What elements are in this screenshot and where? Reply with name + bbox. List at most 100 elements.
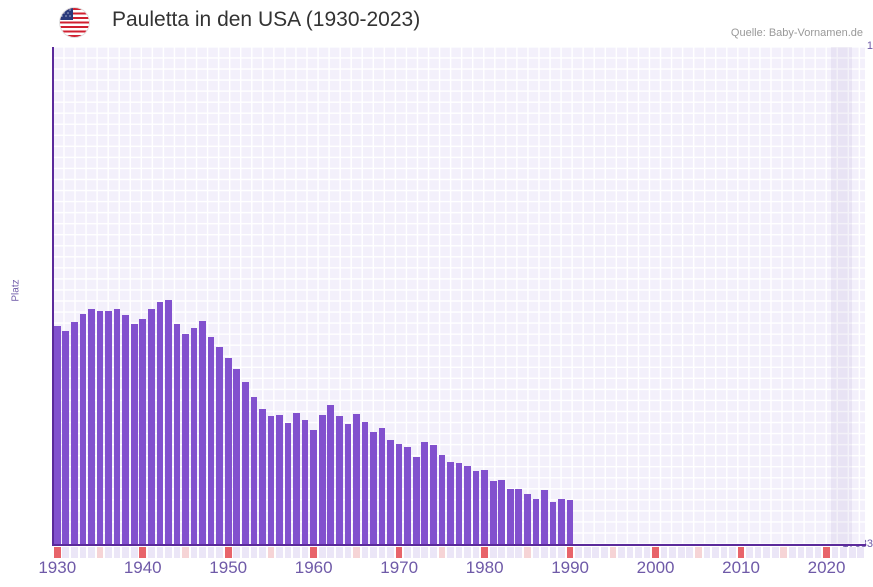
x-tick-year [156,547,164,558]
x-tick-year [344,547,352,558]
bar [549,501,557,545]
bar [481,470,488,545]
x-tick-year [532,547,540,558]
y-axis-line [52,47,54,546]
bar [498,480,506,545]
bar [182,333,189,545]
x-tick-minor [694,547,702,558]
bar [96,310,104,545]
x-tick-year [430,547,437,558]
x-tick-year [660,547,668,558]
x-tick-year [421,547,429,558]
x-tick-major [823,547,830,558]
x-tick-major [224,547,232,558]
bar [336,416,343,545]
bar [489,480,497,545]
x-axis-line [52,544,866,546]
bar-series [53,47,865,545]
x-axis-label: 2010 [722,558,760,577]
bar [156,302,164,545]
x-tick-year [583,547,591,558]
x-tick-major [652,547,659,558]
x-tick-minor [780,547,788,558]
bar [506,488,514,545]
x-tick-year [498,547,506,558]
x-tick-year [318,547,326,558]
x-axis-label: 1970 [380,558,419,577]
x-tick-year [464,547,471,558]
x-tick-year [472,547,480,558]
x-tick-year [301,547,309,558]
bar [233,368,241,545]
x-tick-year [626,547,634,558]
x-tick-year [259,547,266,558]
bar [190,328,198,545]
x-tick-year [754,547,762,558]
x-tick-year [412,547,420,558]
x-tick-year [797,547,805,558]
x-axis-label: 1980 [465,558,504,577]
x-tick-year [806,547,813,558]
bar [79,314,87,545]
y-axis-top-label: 1 [866,40,873,52]
x-tick-major [481,547,488,558]
bar [327,405,335,545]
x-tick-minor [182,547,189,558]
x-tick-year [763,547,771,558]
x-tick-year [720,547,728,558]
x-tick-year [130,547,138,558]
y-axis-title: Platz [10,279,22,302]
bar [472,471,480,545]
x-tick-year [361,547,369,558]
bar [524,494,531,545]
x-tick-year [207,547,215,558]
bar [216,346,223,545]
bar [113,308,121,545]
bar [301,419,309,545]
x-tick-year [173,547,181,558]
x-tick-minor [353,547,360,558]
x-tick-year [190,547,198,558]
x-tick-minor [438,547,446,558]
bar [147,308,155,545]
x-tick-year [814,547,822,558]
x-axis-label: 1930 [38,558,77,577]
x-tick-year [635,547,642,558]
x-tick-year [455,547,463,558]
bar [387,439,394,545]
bar [464,465,471,545]
x-tick-year [336,547,343,558]
x-tick-year [113,547,121,558]
x-tick-year [284,547,292,558]
x-tick-year [276,547,283,558]
x-axis-tick-blocks [53,547,865,558]
bar [173,323,181,545]
bar [310,429,318,545]
us-flag-icon [60,8,89,37]
bar [259,408,266,545]
x-tick-year [147,547,155,558]
x-tick-year [703,547,711,558]
bar [199,320,206,545]
bar [276,415,283,545]
x-tick-year [105,547,112,558]
bar [130,323,138,545]
bar [267,415,275,545]
x-tick-year [712,547,719,558]
x-tick-year [404,547,412,558]
bar [105,311,112,545]
x-tick-year [848,547,856,558]
bar [53,325,61,545]
bar [515,489,523,545]
x-tick-year [233,547,241,558]
x-tick-year [370,547,377,558]
x-axis-label: 1940 [123,558,162,577]
plot-area [53,47,865,545]
bar [241,381,249,545]
bar [207,337,215,545]
x-tick-major [139,547,147,558]
x-axis-label: 1960 [294,558,333,577]
bar [532,498,540,545]
x-axis-label: 1950 [209,558,248,577]
